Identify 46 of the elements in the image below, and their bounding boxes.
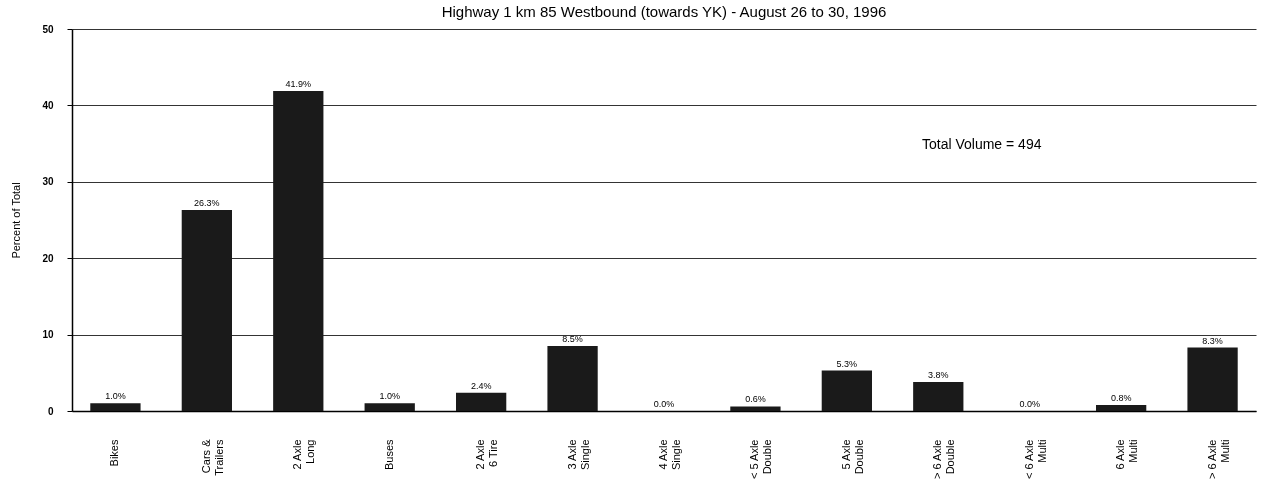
bar	[364, 403, 415, 411]
bar	[547, 346, 598, 411]
data-label: 8.3%	[1202, 335, 1223, 346]
y-tick-label: 20	[42, 252, 54, 264]
bar	[913, 381, 964, 411]
y-axis-title: Percent of Total	[10, 182, 23, 259]
x-tick-label: 5 Axle Double	[839, 439, 865, 475]
x-tick-label: Cars & Trailers	[199, 438, 225, 476]
x-tick-label: 2 Axle Long	[291, 439, 317, 470]
chart-title: Highway 1 km 85 Westbound (towards YK) - August 26 to 30, 1996	[441, 3, 887, 20]
bar	[730, 406, 781, 411]
x-tick-label: < 5 Axle Double	[748, 439, 774, 479]
data-label: 0.8%	[1110, 392, 1132, 403]
data-label: 5.3%	[836, 358, 858, 369]
x-tick-label: 4 Axle Single	[657, 439, 682, 471]
y-tick-label: 30	[42, 176, 54, 188]
x-tick-label: 6 Axle Multi	[1114, 439, 1140, 470]
bar	[273, 90, 324, 411]
x-tick-label: Bikes	[108, 439, 121, 467]
data-label: 1.0%	[379, 391, 400, 402]
x-tick-label: > 6 Axle Double	[931, 439, 957, 479]
bar	[1187, 347, 1238, 411]
data-label: 0.0%	[1019, 399, 1040, 409]
data-label: 1.0%	[105, 391, 126, 402]
x-tick-label: 2 Axle 6 Tire	[474, 439, 500, 470]
y-tick-label: 10	[42, 329, 54, 341]
data-label: 3.8%	[928, 369, 949, 380]
data-label: 2.4%	[470, 380, 492, 391]
y-tick-label: 50	[42, 23, 54, 35]
bar	[1096, 404, 1147, 411]
y-tick-label: 0	[47, 405, 54, 417]
bar	[181, 210, 232, 411]
annotation: Total Volume = 494	[922, 136, 1042, 152]
data-label: 41.9%	[285, 78, 312, 89]
bar	[456, 392, 507, 411]
bar	[821, 370, 872, 411]
y-tick-label: 40	[42, 99, 54, 111]
x-tick-label: 3 Axle Single	[565, 439, 591, 471]
bar	[90, 403, 141, 411]
x-tick-label: > 6 Axle Multi	[1205, 439, 1231, 479]
x-tick-label: < 6 Axle Multi	[1022, 439, 1048, 479]
x-tick-label: Buses	[382, 439, 395, 471]
data-label: 26.3%	[194, 198, 220, 209]
data-label: 8.5%	[562, 334, 583, 345]
data-label: 0.0%	[653, 399, 675, 409]
data-label: 0.6%	[745, 394, 766, 405]
